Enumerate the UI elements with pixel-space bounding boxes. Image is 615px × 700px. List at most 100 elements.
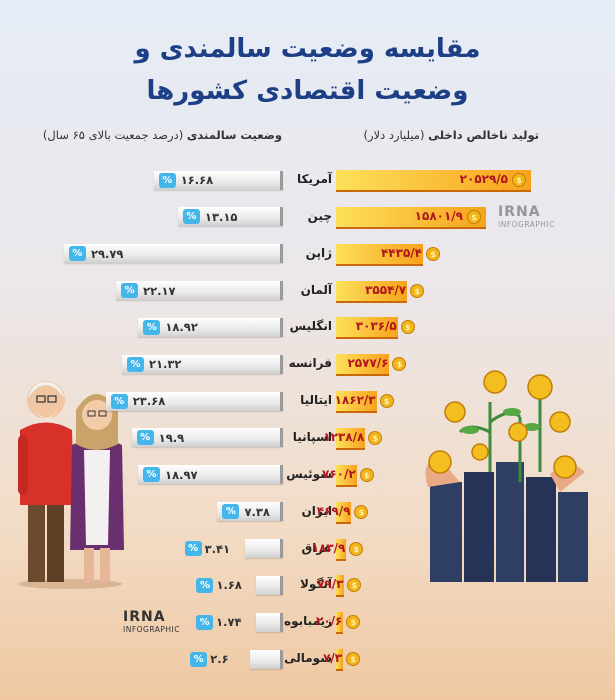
dollar-coin-icon: $: [359, 467, 374, 482]
aging-bar: [63, 244, 283, 264]
gdp-bar: [336, 427, 366, 450]
country-label: سوئیس: [286, 466, 332, 481]
gdp-bar: [336, 464, 357, 487]
country-label: اسپانیا: [292, 429, 332, 444]
aging-header: وضعیت سالمندی (درصد جمعیت بالای ۶۵ سال): [43, 128, 282, 142]
gdp-bar: [336, 354, 390, 377]
gdp-bar: [336, 649, 344, 672]
aging-bar: [256, 575, 283, 595]
aging-bar: [138, 317, 283, 337]
gdp-value-label: ۲۵۷۷/۶: [347, 356, 389, 371]
aging-bar: [244, 539, 283, 558]
percent-icon: %: [222, 504, 240, 520]
aging-bar: [250, 649, 283, 669]
gdp-value-label: ۴۶۹/۹: [316, 503, 351, 518]
aging-bar: [121, 354, 283, 374]
aging-value-label: ۲.۶: [210, 652, 229, 667]
gdp-value-label: ۷۶۰/۲: [322, 466, 356, 481]
aging-bar: [138, 465, 283, 485]
country-label: آمریکا: [297, 172, 332, 186]
irna-logo: IRNA INFOGRAPHIC: [123, 609, 180, 634]
dollar-coin-icon: $: [368, 430, 383, 445]
gdp-bar: [336, 243, 423, 266]
chart-title: مقایسه وضعیت سالمندی و وضعیت اقتصادی کشو…: [0, 28, 615, 112]
irna-logo-brand: IRNA: [123, 609, 166, 625]
aging-value-label: ۳.۴۱: [204, 541, 231, 556]
country-label: زیمبابوه: [284, 614, 332, 629]
percent-icon: %: [196, 577, 214, 593]
percent-icon: %: [196, 614, 214, 630]
percent-icon: %: [184, 541, 202, 556]
aging-bar: [256, 612, 283, 632]
aging-value-label: ۲۱.۳۲: [148, 357, 182, 372]
aging-bar: [131, 428, 283, 448]
gdp-bar: [336, 206, 486, 229]
country-label: انگلیس: [289, 319, 332, 334]
country-label: فرانسه: [288, 356, 332, 371]
aging-header-label: وضعیت سالمندی: [186, 128, 282, 142]
percent-icon: %: [136, 430, 154, 446]
aging-value-label: ۲۲.۱۷: [143, 283, 176, 298]
dollar-coin-icon: $: [347, 578, 362, 593]
aging-header-unit: (درصد جمعیت بالای ۶۵ سال): [42, 128, 184, 142]
aging-bar: [177, 207, 283, 227]
dollar-coin-icon: $: [349, 541, 364, 556]
gdp-value-label: ۳۵۵۴/۷: [365, 282, 407, 297]
aging-value-label: ۲۹.۷۹: [90, 246, 124, 261]
country-label: آلمان: [300, 282, 332, 297]
percent-icon: %: [190, 651, 208, 667]
country-label: چین: [307, 208, 332, 223]
irna-watermark-brand: IRNA: [498, 204, 541, 220]
dollar-coin-icon: $: [410, 283, 425, 298]
irna-watermark-logo: IRNA INFOGRAPHIC: [498, 204, 555, 229]
dollar-coin-icon: $: [354, 504, 369, 519]
gdp-value-label: ۷۹/۳: [317, 577, 344, 592]
aging-value-label: ۱۹.۹: [158, 430, 185, 445]
percent-icon: %: [143, 467, 161, 483]
gdp-header-label: تولید ناخالص داخلی: [428, 128, 539, 142]
gdp-value-label: ۴۴۳۵/۴: [380, 245, 422, 260]
irna-watermark-sub: INFOGRAPHIC: [498, 220, 556, 229]
percent-icon: %: [121, 283, 139, 299]
gdp-bar: [336, 575, 345, 598]
gdp-value-label: ۲۰۵۲۹/۵: [459, 172, 508, 186]
percent-icon: %: [158, 172, 176, 188]
gdp-bar: [336, 170, 531, 192]
gdp-bar: [336, 317, 398, 340]
country-label: عراق: [301, 540, 332, 555]
money-tree-hands-illustration: [425, 370, 588, 582]
dollar-coin-icon: $: [512, 173, 526, 187]
aging-bar: [116, 281, 283, 301]
gdp-header: تولید ناخالص داخلی (میلیارد دلار): [363, 128, 539, 142]
dollar-coin-icon: $: [392, 357, 407, 372]
gdp-header-unit: (میلیارد دلار): [363, 128, 425, 142]
country-label: ایتالیا: [300, 393, 332, 408]
gdp-value-label: ۱۲۳۸/۸: [323, 429, 365, 444]
gdp-value-label: ۷/۳: [323, 651, 343, 666]
gdp-value-label: ۱۵۸۰۱/۹: [414, 208, 463, 223]
country-label: ایران: [301, 503, 332, 518]
aging-value-label: ۷.۳۸: [244, 504, 270, 519]
country-label: سومالی: [284, 651, 332, 666]
gdp-value-label: ۳۰۳۶/۵: [355, 319, 397, 334]
gdp-bar: [336, 501, 352, 524]
percent-icon: %: [182, 209, 200, 225]
dollar-coin-icon: $: [346, 615, 361, 630]
percent-icon: %: [126, 356, 144, 372]
aging-bar: [105, 391, 283, 411]
irna-logo-sub: INFOGRAPHIC: [123, 625, 181, 634]
aging-value-label: ۱.۷۴: [216, 615, 242, 630]
gdp-value-label: ۱۸۶۲/۳: [334, 393, 376, 408]
gdp-bar: [336, 612, 344, 635]
dollar-coin-icon: $: [400, 320, 415, 335]
dollar-coin-icon: $: [467, 209, 481, 224]
country-label: ژاپن: [305, 245, 332, 260]
chart-title-line2: وضعیت اقتصادی کشورها: [146, 76, 469, 106]
aging-value-label: ۱۸.۹۲: [165, 320, 198, 335]
gdp-bar: [336, 538, 347, 561]
dollar-coin-icon: $: [426, 246, 440, 261]
gdp-bar: [336, 280, 408, 303]
percent-icon: %: [68, 246, 86, 262]
gdp-value-label: ۱۸۳/۹: [311, 540, 346, 555]
percent-icon: %: [143, 319, 161, 335]
